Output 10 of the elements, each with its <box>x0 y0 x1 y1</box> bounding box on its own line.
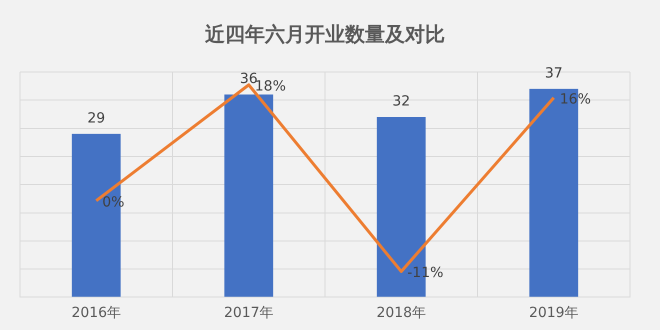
bar <box>224 94 274 297</box>
chart-title: 近四年六月开业数量及对比 <box>204 22 445 46</box>
data-label: 29 <box>87 110 106 127</box>
x-tick-label: 2017年 <box>224 305 274 322</box>
data-label: 32 <box>392 94 410 110</box>
data-label: 37 <box>544 66 563 82</box>
x-tick-label: 2018年 <box>376 305 426 322</box>
x-tick-label: 2019年 <box>528 305 579 322</box>
data-label: 36 <box>240 71 258 88</box>
x-tick-label: 2016年 <box>71 305 122 322</box>
